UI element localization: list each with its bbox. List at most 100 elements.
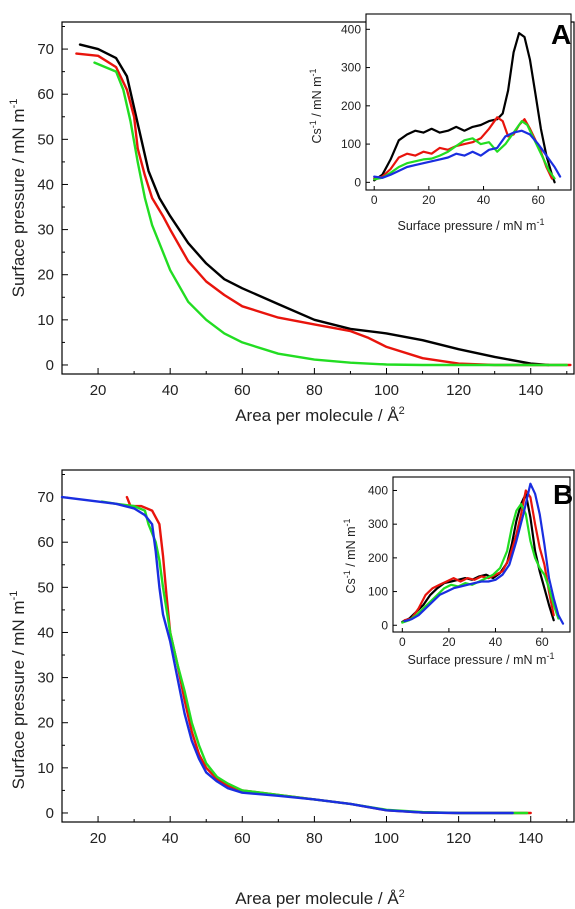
panel-b-inset-x-ticks: 0 20 40 60 bbox=[399, 628, 549, 649]
panel-a-inset-x-axis-title: Surface pressure / mN m-1 bbox=[398, 217, 545, 233]
panel-b-x-axis-title-text: Area per molecule / Å bbox=[235, 889, 399, 908]
panel-a-inset-y-tick-label-4: 400 bbox=[341, 22, 361, 36]
panel-b-x-tick-label-3: 80 bbox=[306, 830, 323, 847]
panel-b-inset-y-axis-title-tail-sup: -1 bbox=[342, 518, 352, 526]
panel-a-x-tick-label-3: 80 bbox=[306, 382, 323, 399]
panel-a-inset-frame bbox=[365, 13, 572, 191]
panel-b-y-tick-label-7: 70 bbox=[37, 489, 54, 506]
panel-a-inset-y-axis-title-sup: -1 bbox=[308, 120, 318, 128]
panel-a-series-line-0 bbox=[78, 43, 550, 367]
panel-b-inset-x-tick-label-1: 20 bbox=[442, 635, 456, 649]
panel-a-y-ticks: 0 10 20 30 40 50 60 70 bbox=[37, 26, 68, 374]
panel-b-y-tick-label-4: 40 bbox=[37, 624, 54, 641]
panel-a-x-tick-label-6: 140 bbox=[518, 382, 543, 399]
panel-a-series-line-1 bbox=[75, 52, 572, 367]
panel-b-inset-series-line-3 bbox=[403, 482, 565, 625]
panel-a-x-axis-title-sup: 2 bbox=[399, 405, 405, 417]
panel-a-inset-y-tick-label-1: 100 bbox=[341, 137, 361, 151]
panel-b-y-tick-label-1: 10 bbox=[37, 760, 54, 777]
panel-a-inset-y-tick-label-2: 200 bbox=[341, 99, 361, 113]
panel-a-y-tick-label-5: 50 bbox=[37, 131, 54, 148]
panel-a-inset-series bbox=[373, 32, 562, 184]
panel-a-x-tick-label-2: 60 bbox=[234, 382, 251, 399]
panel-b-inset-y-axis-title: Cs-1 / mN m-1 bbox=[342, 518, 358, 593]
panel-a-x-axis-title: Area per molecule / Å2 bbox=[235, 405, 405, 425]
panel-a-y-tick-label-4: 40 bbox=[37, 176, 54, 193]
panel-a-inset: 0 20 40 60 0 100 200 300 400 Surface pressure /… bbox=[308, 13, 572, 233]
panel-a-inset-y-axis-title: Cs-1 / mN m-1 bbox=[308, 68, 324, 143]
panel-b-y-tick-label-2: 20 bbox=[37, 715, 54, 732]
panel-a-y-axis-title: Surface pressure / mN m-1 bbox=[8, 99, 28, 298]
panel-b-inset-y-tick-label-4: 400 bbox=[368, 483, 388, 497]
panel-a-inset-y-ticks: 0 100 200 300 400 bbox=[341, 22, 370, 189]
panel-a-y-axis-title-text: Surface pressure / mN m bbox=[9, 108, 28, 297]
panel-b-x-tick-label-4: 100 bbox=[374, 830, 399, 847]
panel-a-inset-y-axis-title-tail: / mN m bbox=[310, 76, 324, 120]
panel-a-letter: A bbox=[551, 19, 571, 50]
panel-b-plot-frame bbox=[61, 469, 575, 823]
panel-b-inset-series-line-2 bbox=[401, 502, 560, 624]
panel-b-inset-x-tick-label-0: 0 bbox=[399, 635, 406, 649]
panel-a-series-line-2 bbox=[93, 61, 568, 367]
panel-b-y-axis-title-sup: -1 bbox=[8, 591, 20, 601]
panel-a-y-tick-label-2: 20 bbox=[37, 267, 54, 284]
panel-a-inset-x-axis-title-sup: -1 bbox=[536, 217, 544, 227]
panel-b-inset-y-axis-title-tail: / mN m bbox=[344, 526, 358, 570]
panel-a-y-axis-title-sup: -1 bbox=[8, 99, 20, 109]
panel-b-inset-x-axis-title-sup: -1 bbox=[546, 651, 554, 661]
panel-b-inset-y-tick-label-2: 200 bbox=[368, 551, 388, 565]
panel-a-inset-x-tick-label-0: 0 bbox=[371, 193, 378, 207]
panel-a-inset-y-tick-label-3: 300 bbox=[341, 61, 361, 75]
panel-a-y-tick-label-6: 60 bbox=[37, 86, 54, 103]
panel-a-y-tick-label-0: 0 bbox=[46, 357, 54, 374]
panel-a-plot-frame bbox=[61, 21, 575, 375]
panel-a-inset-x-tick-label-2: 40 bbox=[477, 193, 491, 207]
panel-b-inset-series bbox=[401, 482, 565, 625]
panel-b-letter: B bbox=[553, 479, 573, 510]
panel-b-y-tick-label-5: 50 bbox=[37, 579, 54, 596]
panel-b-x-tick-label-6: 140 bbox=[518, 830, 543, 847]
panel-a-inset-series-line-0 bbox=[373, 32, 556, 184]
panel-b-inset-x-axis-title: Surface pressure / mN m-1 bbox=[408, 651, 555, 667]
panel-a-series bbox=[75, 43, 572, 367]
panel-a-x-tick-label-5: 120 bbox=[446, 382, 471, 399]
panel-b-inset-x-tick-label-3: 60 bbox=[535, 635, 549, 649]
panel-a-inset-series-line-3 bbox=[373, 129, 562, 179]
panel-a-inset-x-ticks: 0 20 40 60 bbox=[371, 186, 545, 207]
panel-a-inset-y-tick-label-0: 0 bbox=[354, 175, 361, 189]
panel-b-y-axis-title: Surface pressure / mN m-1 bbox=[8, 591, 28, 790]
panel-b-y-tick-label-0: 0 bbox=[46, 805, 54, 822]
panel-b-y-tick-label-3: 30 bbox=[37, 670, 54, 687]
panel-b-x-axis-title: Area per molecule / Å2 bbox=[235, 888, 405, 908]
panel-b-inset-y-tick-label-0: 0 bbox=[381, 618, 388, 632]
panel-b-x-axis-title-sup: 2 bbox=[399, 888, 405, 900]
panel-a-y-tick-label-3: 30 bbox=[37, 222, 54, 239]
panel-b-inset: 0 20 40 60 0 100 200 300 400 Surface pressure /… bbox=[342, 476, 571, 667]
panel-a-x-ticks: 20 40 60 80 100 120 140 bbox=[90, 368, 568, 399]
panel-a-inset-x-axis-title-text: Surface pressure / mN m bbox=[398, 219, 537, 233]
panel-b-inset-x-axis-title-text: Surface pressure / mN m bbox=[408, 653, 547, 667]
panel-b-inset-y-tick-label-1: 100 bbox=[368, 585, 388, 599]
panel-b-x-tick-label-5: 120 bbox=[446, 830, 471, 847]
panel-b-inset-y-axis-title-sup: -1 bbox=[342, 570, 352, 578]
panel-b-series-line-2 bbox=[60, 495, 514, 815]
panel-a-x-tick-label-0: 20 bbox=[90, 382, 107, 399]
panel-b-y-axis-title-text: Surface pressure / mN m bbox=[9, 600, 28, 789]
panel-b-series bbox=[60, 495, 532, 815]
panel-a-x-tick-label-1: 40 bbox=[162, 382, 179, 399]
panel-a-inset-y-axis-title-main: Cs bbox=[310, 128, 324, 143]
panel-b-x-ticks: 20 40 60 80 100 120 140 bbox=[90, 816, 568, 847]
panel-a-inset-x-tick-label-3: 60 bbox=[532, 193, 546, 207]
panel-b-x-tick-label-1: 40 bbox=[162, 830, 179, 847]
panel-a-y-tick-label-7: 70 bbox=[37, 41, 54, 58]
panel-a-x-tick-label-4: 100 bbox=[374, 382, 399, 399]
panel-b-y-ticks: 0 10 20 30 40 50 60 70 bbox=[37, 474, 68, 822]
panel-b-inset-y-tick-label-3: 300 bbox=[368, 517, 388, 531]
panel-a-inset-x-tick-label-1: 20 bbox=[422, 193, 436, 207]
panel-b-inset-y-axis-title-main: Cs bbox=[344, 578, 358, 593]
panel-b-x-tick-label-0: 20 bbox=[90, 830, 107, 847]
panel-a-inset-y-axis-title-tail-sup: -1 bbox=[308, 68, 318, 76]
